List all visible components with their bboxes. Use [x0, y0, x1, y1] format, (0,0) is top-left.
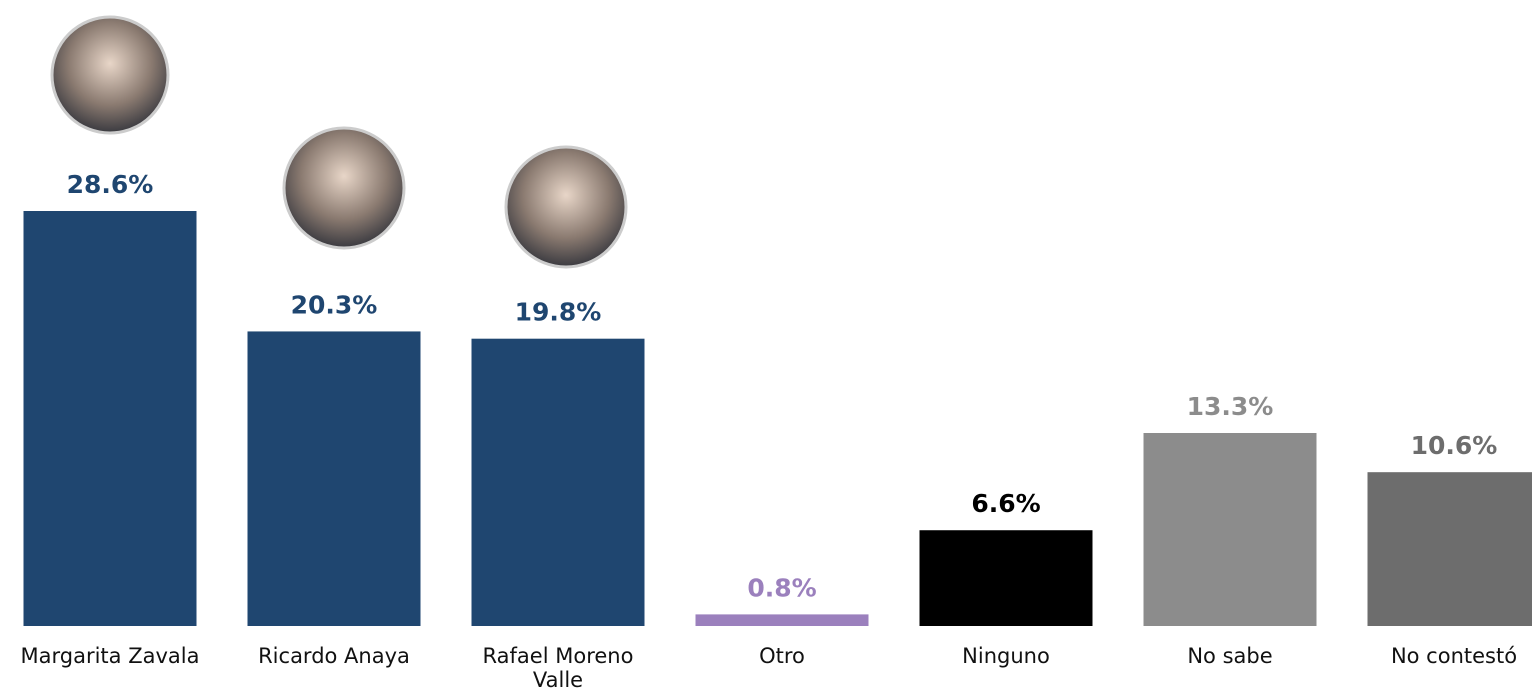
value-label: 19.8%	[515, 298, 602, 327]
value-label: 20.3%	[291, 290, 378, 319]
candidate-photo	[282, 126, 406, 250]
value-label: 10.6%	[1411, 431, 1498, 460]
bar	[23, 211, 197, 626]
x-tick-label: Ricardo Anaya	[258, 644, 410, 668]
bar	[471, 338, 645, 626]
x-tick-label: Margarita Zavala	[20, 644, 200, 668]
x-tick-label: No sabe	[1187, 644, 1273, 668]
x-tick-label: Ninguno	[962, 644, 1050, 668]
bar	[919, 530, 1093, 626]
bar	[695, 614, 869, 626]
value-label: 0.8%	[747, 573, 816, 602]
x-tick-label: Otro	[759, 644, 805, 668]
candidate-photo	[504, 145, 628, 269]
value-label: 6.6%	[971, 489, 1040, 518]
x-tick-label: No contestó	[1390, 644, 1518, 668]
bar	[1143, 433, 1317, 626]
candidate-photo	[50, 15, 170, 135]
bar	[1367, 472, 1532, 626]
value-label: 13.3%	[1187, 392, 1274, 421]
bar	[247, 331, 421, 626]
value-label: 28.6%	[67, 170, 154, 199]
x-tick-label: Rafael Moreno Valle	[482, 644, 634, 691]
